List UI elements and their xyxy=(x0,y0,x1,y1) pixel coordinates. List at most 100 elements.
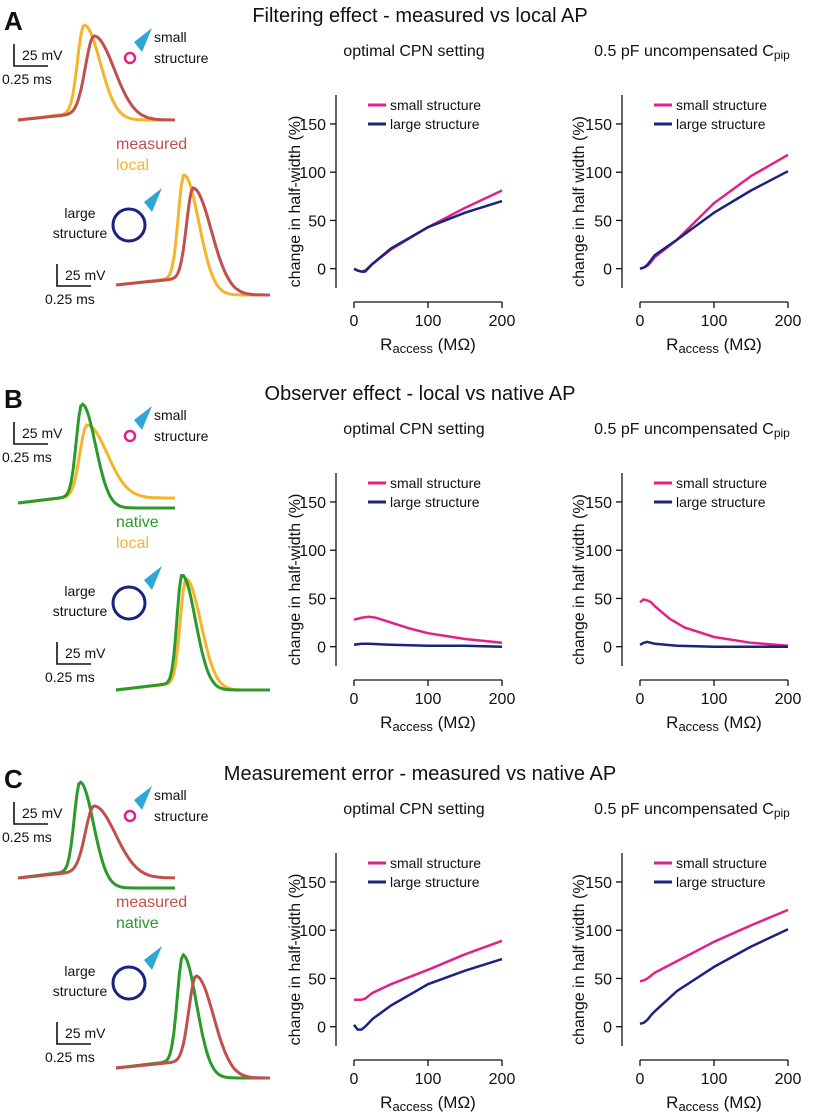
legend-label-small: small structure xyxy=(390,97,481,113)
scale-bar xyxy=(13,802,48,825)
trace-native-large xyxy=(115,574,270,692)
x-axis-label: Raccess (MΩ) xyxy=(380,1093,476,1114)
large-structure-label: large xyxy=(64,963,95,979)
chart-title: 0.5 pF uncompensated Cpip xyxy=(594,43,790,62)
scale-ms-label: 0.25 ms xyxy=(45,291,95,307)
x-tick-label: 100 xyxy=(415,1071,442,1088)
large-structure-icon xyxy=(111,207,147,243)
y-tick-label: 100 xyxy=(299,543,326,560)
y-tick-label: 50 xyxy=(308,591,326,608)
panel-letter: B xyxy=(4,384,23,414)
panel-b: B Observer effect - local vs native AP sma… xyxy=(4,383,576,692)
x-tick-label: 0 xyxy=(636,691,645,708)
chart-title-main: 0.5 pF uncompensated C xyxy=(594,801,774,818)
panel-letter: A xyxy=(4,6,23,36)
y-tick-label: 0 xyxy=(603,1020,612,1037)
x-axis-label-part: (MΩ) xyxy=(433,335,476,354)
small-structure-icon xyxy=(123,429,137,443)
x-axis-label-part: R xyxy=(380,713,392,732)
series-line-small-structure xyxy=(353,615,503,645)
panel-c: C Measurement error - measured vs native … xyxy=(4,763,616,1080)
legend-label-large: large structure xyxy=(676,874,766,890)
x-axis-label-part: (MΩ) xyxy=(719,713,762,732)
y-tick-label: 100 xyxy=(299,165,326,182)
x-tick-label: 100 xyxy=(415,691,442,708)
legend-label-large: large structure xyxy=(676,494,766,510)
x-axis-label: Raccess (MΩ) xyxy=(666,1093,762,1114)
small-structure-label: small xyxy=(154,787,187,803)
y-tick-label: 150 xyxy=(299,495,326,512)
small-structure-traces xyxy=(17,780,175,890)
scale-bar xyxy=(56,1022,91,1045)
x-axis-label-part: access xyxy=(678,341,719,356)
panel-a: A Filtering effect - measured vs local AP… xyxy=(4,5,588,297)
x-axis-label-part: (MΩ) xyxy=(433,713,476,732)
x-tick-label: 100 xyxy=(701,691,728,708)
y-tick-label: 150 xyxy=(299,875,326,892)
x-tick-label: 100 xyxy=(415,313,442,330)
x-axis-label-part: access xyxy=(392,1099,433,1114)
x-tick-label: 0 xyxy=(350,691,359,708)
chart-title-main: 0.5 pF uncompensated C xyxy=(594,421,774,438)
legend-label-small: small structure xyxy=(676,855,767,871)
y-tick-label: 100 xyxy=(299,923,326,940)
x-tick-label: 200 xyxy=(775,691,802,708)
small-structure-label: structure xyxy=(154,808,209,824)
series-line-small-structure xyxy=(639,908,789,983)
y-tick-label: 0 xyxy=(317,1020,326,1037)
trace-measured-small xyxy=(17,804,175,880)
large-structure-label: structure xyxy=(53,603,108,619)
x-tick-label: 0 xyxy=(636,313,645,330)
chart-b-cpip: 0.5 pF uncompensated Cpip 0 50 100 150change… xyxy=(571,421,801,734)
large-structure-label: structure xyxy=(53,983,108,999)
x-axis-label-part: (MΩ) xyxy=(719,1093,762,1112)
trace-local-large xyxy=(115,577,270,692)
panel-title: Filtering effect - measured vs local AP xyxy=(252,5,587,27)
trace-native-small xyxy=(17,402,175,510)
y-axis-label: change in half-width (%) xyxy=(287,874,304,1046)
panel-letter: C xyxy=(4,764,23,794)
panel-title: Observer effect - local vs native AP xyxy=(265,383,576,405)
scale-mv-label: 25 mV xyxy=(22,805,63,821)
large-structure-label: large xyxy=(64,583,95,599)
chart-title: optimal CPN setting xyxy=(343,801,484,818)
series-line-small-structure xyxy=(639,598,789,647)
y-tick-label: 100 xyxy=(585,165,612,182)
trace-legend-measured: measured xyxy=(116,136,187,153)
y-tick-label: 100 xyxy=(585,923,612,940)
trace-native-large xyxy=(115,952,270,1080)
x-tick-label: 0 xyxy=(350,313,359,330)
y-axis-label: change in half-width (%) xyxy=(287,116,304,288)
x-axis-label-part: R xyxy=(666,1093,678,1112)
panel-title: Measurement error - measured vs native A… xyxy=(224,763,616,785)
y-tick-label: 50 xyxy=(308,213,326,230)
large-structure-traces xyxy=(115,173,270,297)
pipette-icon xyxy=(144,566,162,590)
scale-bar xyxy=(13,422,48,445)
y-axis-label: change in half width (%) xyxy=(571,494,588,665)
scale-mv-label: 25 mV xyxy=(65,645,106,661)
scale-mv-label: 25 mV xyxy=(65,267,106,283)
trace-legend-native: native xyxy=(116,514,159,531)
y-tick-label: 150 xyxy=(299,117,326,134)
small-structure-traces xyxy=(17,23,175,122)
x-axis-label-part: access xyxy=(392,341,433,356)
x-axis-label-part: R xyxy=(666,335,678,354)
scale-bar xyxy=(13,44,48,67)
legend-label-small: small structure xyxy=(676,97,767,113)
scale-mv-label: 25 mV xyxy=(22,47,63,63)
series-line-large-structure xyxy=(639,928,789,1026)
x-tick-label: 200 xyxy=(775,313,802,330)
x-axis-label-part: (MΩ) xyxy=(433,1093,476,1112)
chart-title: optimal CPN setting xyxy=(343,43,484,60)
scale-ms-label: 0.25 ms xyxy=(45,669,95,685)
trace-legend-native: native xyxy=(116,915,159,932)
chart-title-sub: pip xyxy=(774,806,790,820)
x-axis-label: Raccess (MΩ) xyxy=(666,335,762,356)
trace-legend-local: local xyxy=(116,157,149,174)
chart-title: 0.5 pF uncompensated Cpip xyxy=(594,801,790,820)
x-axis-label-part: access xyxy=(392,719,433,734)
